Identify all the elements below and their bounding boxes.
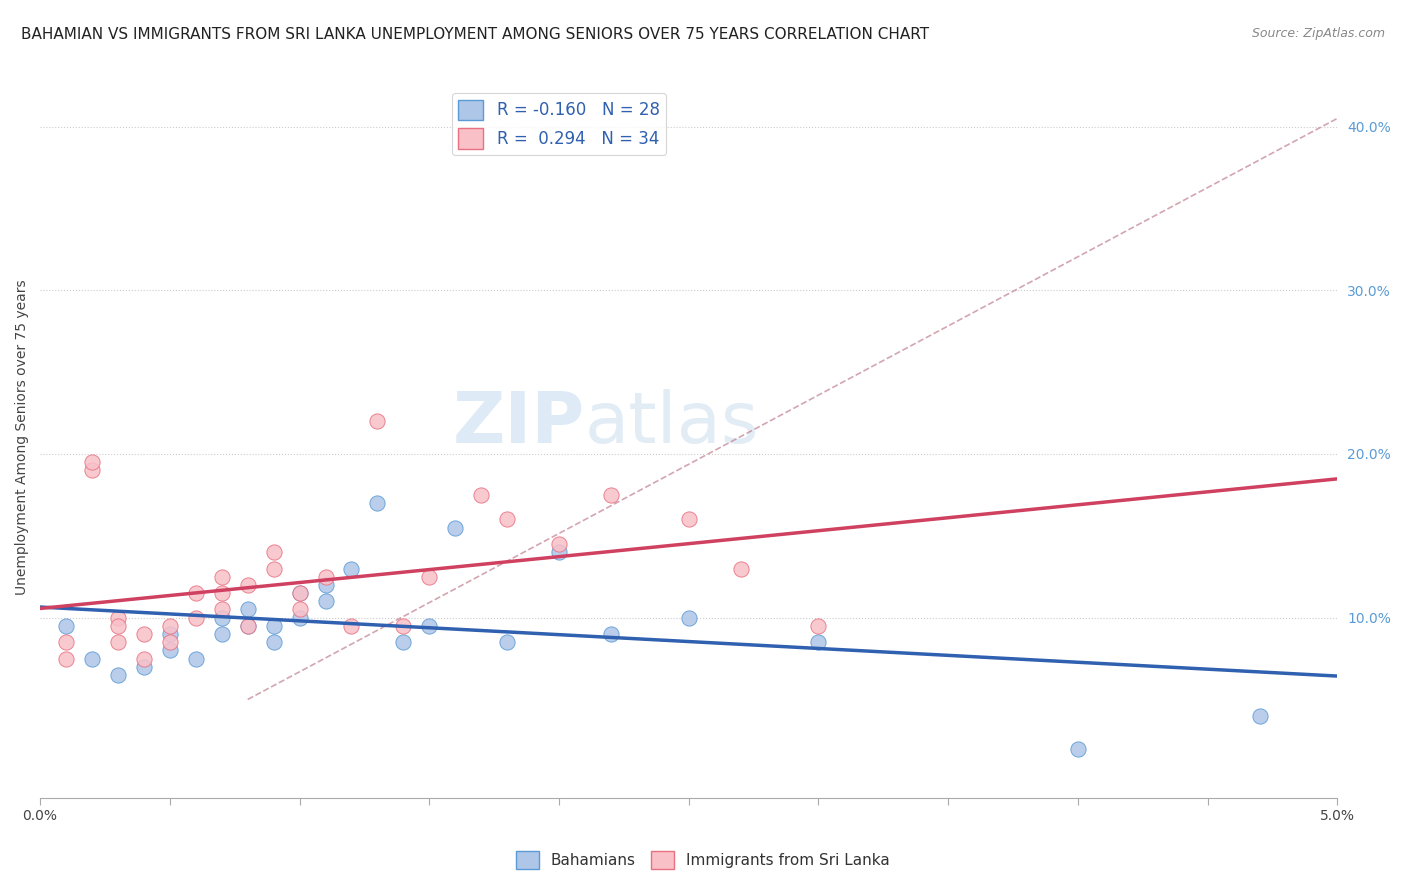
Point [184,610,207,624]
Legend: R = -0.160   N = 28, R =  0.294   N = 34: R = -0.160 N = 28, R = 0.294 N = 34 [451,93,666,155]
Point [159,627,181,641]
Point [496,512,519,526]
Point [184,586,207,600]
Point [288,586,311,600]
Point [55,635,77,649]
Point [1067,741,1090,756]
Text: Source: ZipAtlas.com: Source: ZipAtlas.com [1251,27,1385,40]
Y-axis label: Unemployment Among Seniors over 75 years: Unemployment Among Seniors over 75 years [15,280,30,595]
Point [600,627,623,641]
Point [211,610,233,624]
Point [80,455,103,469]
Point [107,619,129,633]
Point [107,635,129,649]
Point [315,594,337,608]
Point [496,635,519,649]
Point [366,414,388,428]
Point [211,602,233,616]
Point [211,586,233,600]
Point [340,561,363,575]
Point [315,570,337,584]
Point [80,651,103,665]
Point [236,619,259,633]
Point [1249,708,1271,723]
Point [315,578,337,592]
Point [444,520,467,534]
Point [263,619,285,633]
Text: ZIP: ZIP [453,389,585,458]
Point [548,537,571,551]
Point [340,619,363,633]
Point [678,512,700,526]
Point [107,668,129,682]
Point [132,659,155,673]
Point [80,463,103,477]
Point [159,643,181,657]
Legend: Bahamians, Immigrants from Sri Lanka: Bahamians, Immigrants from Sri Lanka [510,845,896,875]
Point [159,635,181,649]
Point [263,545,285,559]
Point [470,488,492,502]
Point [236,578,259,592]
Point [288,610,311,624]
Point [366,496,388,510]
Point [807,635,830,649]
Point [418,619,440,633]
Text: BAHAMIAN VS IMMIGRANTS FROM SRI LANKA UNEMPLOYMENT AMONG SENIORS OVER 75 YEARS C: BAHAMIAN VS IMMIGRANTS FROM SRI LANKA UN… [21,27,929,42]
Point [263,561,285,575]
Point [211,570,233,584]
Point [288,586,311,600]
Point [678,610,700,624]
Point [184,651,207,665]
Point [548,545,571,559]
Point [600,488,623,502]
Point [159,619,181,633]
Point [236,619,259,633]
Point [107,610,129,624]
Point [418,570,440,584]
Point [288,602,311,616]
Point [132,627,155,641]
Point [211,627,233,641]
Point [730,561,752,575]
Point [55,619,77,633]
Point [807,619,830,633]
Point [132,651,155,665]
Point [392,619,415,633]
Point [55,651,77,665]
Point [236,602,259,616]
Point [263,635,285,649]
Point [392,635,415,649]
Text: atlas: atlas [585,389,759,458]
